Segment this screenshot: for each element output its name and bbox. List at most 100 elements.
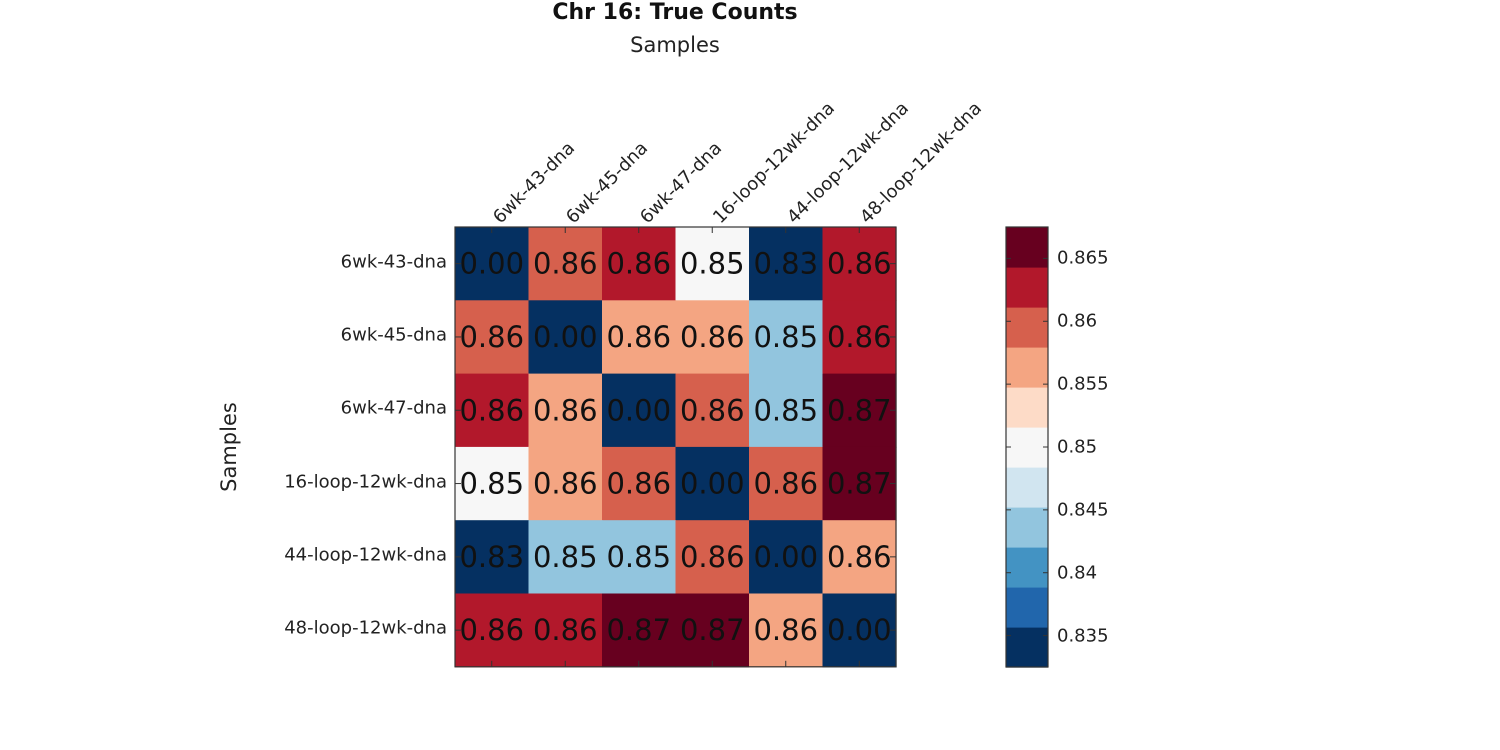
cell-value-label: 0.86 — [533, 247, 598, 281]
cell-value-label: 0.86 — [533, 467, 598, 501]
cell-value-label: 0.86 — [606, 467, 671, 501]
cell-value-label: 0.86 — [533, 613, 598, 647]
cell-value-label: 0.83 — [459, 540, 524, 574]
heatmap-cell — [675, 227, 750, 301]
heatmap-cell — [749, 520, 824, 595]
colorbar-segment — [1006, 427, 1048, 468]
colorbar-tick-label: 0.845 — [1057, 499, 1109, 521]
heatmap-cell — [602, 520, 677, 595]
cell-value-label: 0.86 — [680, 393, 745, 427]
heatmap-cell — [749, 593, 824, 668]
heatmap-cell — [455, 446, 530, 521]
heatmap-cell — [822, 520, 897, 595]
heatmap-cell — [822, 373, 897, 448]
heatmap-cell — [528, 446, 603, 521]
heatmap-cell — [602, 373, 677, 448]
colorbar-tick-label: 0.85 — [1057, 436, 1098, 458]
cell-value-label: 0.87 — [606, 613, 671, 647]
cell-value-label: 0.87 — [827, 467, 892, 501]
colorbar-tick-label: 0.855 — [1057, 373, 1109, 395]
row-tick-label: 16-loop-12wk-dna — [284, 471, 447, 493]
heatmap-cell — [822, 227, 897, 301]
heatmap-cell — [528, 300, 603, 375]
heatmap-cell — [602, 300, 677, 375]
colorbar-segment — [1006, 507, 1048, 548]
cell-value-label: 0.85 — [753, 320, 818, 354]
x-axis-label: Samples — [630, 33, 720, 57]
colorbar-segment — [1006, 547, 1048, 588]
cell-value-label: 0.85 — [753, 393, 818, 427]
cell-value-label: 0.87 — [680, 613, 745, 647]
cell-value-label: 0.85 — [459, 467, 524, 501]
heatmap-cell — [602, 227, 677, 301]
cell-value-label: 0.00 — [680, 467, 745, 501]
heatmap-cell — [455, 520, 530, 595]
colorbar-segment — [1006, 267, 1048, 308]
heatmap-cell — [528, 520, 603, 595]
cell-value-label: 0.86 — [459, 393, 524, 427]
heatmap-cell — [455, 593, 530, 668]
cell-value-label: 0.86 — [459, 320, 524, 354]
cell-value-label: 0.87 — [827, 393, 892, 427]
cell-value-label: 0.86 — [827, 247, 892, 281]
cell-value-label: 0.86 — [606, 247, 671, 281]
cell-value-label: 0.85 — [533, 540, 598, 574]
cell-value-label: 0.85 — [606, 540, 671, 574]
row-tick-label: 44-loop-12wk-dna — [284, 544, 447, 566]
heatmap-cell — [822, 593, 897, 668]
heatmap-cell — [675, 593, 750, 668]
heatmap-cell — [528, 227, 603, 301]
cell-value-label: 0.83 — [753, 247, 818, 281]
heatmap-cell — [675, 520, 750, 595]
heatmap-cell — [749, 446, 824, 521]
colorbar-segment — [1006, 307, 1048, 348]
cell-value-label: 0.86 — [753, 613, 818, 647]
heatmap-cell — [675, 373, 750, 448]
heatmap-cell — [602, 593, 677, 668]
colorbar-tick-label: 0.86 — [1057, 310, 1098, 332]
cell-value-label: 0.86 — [827, 320, 892, 354]
colorbar-segment — [1006, 387, 1048, 428]
colorbar-segment — [1006, 587, 1048, 628]
heatmap-cell — [749, 227, 824, 301]
cell-value-label: 0.86 — [827, 540, 892, 574]
heatmap-cell — [528, 373, 603, 448]
colorbar-segment — [1006, 467, 1048, 508]
cell-value-label: 0.00 — [827, 613, 892, 647]
colorbar-tick-label: 0.84 — [1057, 562, 1098, 584]
cell-value-label: 0.00 — [459, 247, 524, 281]
colorbar-tick-label: 0.865 — [1057, 247, 1109, 269]
colorbar-segment — [1006, 627, 1048, 668]
cell-value-label: 0.86 — [533, 393, 598, 427]
heatmap-cell — [822, 446, 897, 521]
heatmap-cell — [455, 373, 530, 448]
heatmap-cell — [455, 300, 530, 375]
colorbar-tick-label: 0.835 — [1057, 625, 1109, 647]
heatmap-cell — [749, 300, 824, 375]
heatmap-cell — [675, 300, 750, 375]
row-tick-label: 6wk-43-dna — [340, 251, 447, 273]
cell-value-label: 0.85 — [680, 247, 745, 281]
cell-value-label: 0.86 — [606, 320, 671, 354]
chart-title: Chr 16: True Counts — [552, 0, 798, 25]
cell-value-label: 0.00 — [753, 540, 818, 574]
heatmap-cell — [528, 593, 603, 668]
heatmap-cell — [455, 227, 530, 301]
colorbar-segment — [1006, 347, 1048, 388]
cell-value-label: 0.00 — [533, 320, 598, 354]
heatmap-cell — [602, 446, 677, 521]
cell-value-label: 0.86 — [753, 467, 818, 501]
plot-frame — [454, 226, 897, 668]
colorbar-segment — [1006, 227, 1048, 268]
row-tick-label: 6wk-47-dna — [340, 397, 447, 419]
cell-value-label: 0.86 — [459, 613, 524, 647]
heatmap-cell — [675, 446, 750, 521]
cell-value-label: 0.00 — [606, 393, 671, 427]
cell-value-label: 0.86 — [680, 540, 745, 574]
heatmap-cell — [822, 300, 897, 375]
cell-value-label: 0.86 — [680, 320, 745, 354]
row-tick-label: 48-loop-12wk-dna — [284, 617, 447, 639]
heatmap-cell — [749, 373, 824, 448]
